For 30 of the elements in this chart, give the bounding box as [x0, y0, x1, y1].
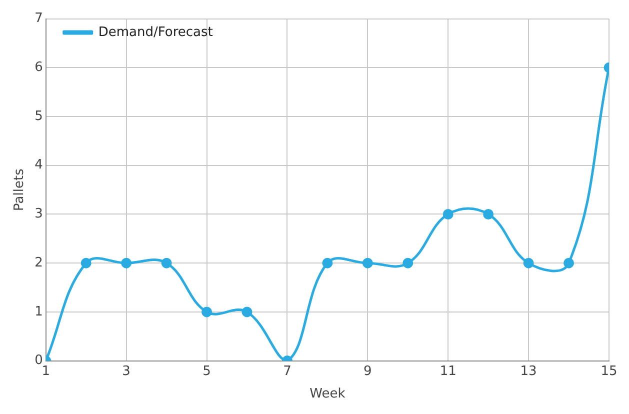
point: [242, 306, 252, 318]
y-tick-label: 0: [34, 353, 43, 368]
x-tick-label: 7: [283, 364, 292, 379]
y-tick-label: 1: [34, 304, 43, 320]
point: [80, 258, 92, 268]
y-axis-title: Pallets: [12, 168, 28, 211]
y-tick-label: 6: [34, 60, 43, 76]
y-tick-label: 5: [34, 108, 43, 124]
point: [121, 258, 132, 268]
y-tick-label: 2: [34, 255, 43, 270]
x-tick-label: 3: [122, 364, 130, 379]
x-axis-title: Week: [310, 386, 346, 402]
point: [161, 258, 172, 268]
point: [402, 258, 414, 268]
x-tick-label: 9: [364, 364, 372, 379]
x-tick-label: 15: [600, 364, 618, 379]
y-tick-label: 4: [34, 158, 43, 173]
point: [202, 306, 212, 318]
y-tick-label: 7: [34, 11, 43, 26]
point: [362, 258, 373, 268]
point: [483, 208, 494, 220]
point: [442, 208, 454, 220]
x-tick-label: 13: [520, 364, 537, 379]
point: [523, 258, 534, 268]
y-tick-label: 3: [34, 206, 43, 222]
x-tick-label: 5: [202, 364, 211, 379]
x-tick-label: 11: [440, 364, 456, 379]
point: [564, 258, 574, 268]
point: [322, 258, 333, 268]
legend-label: Demand/Forecast: [98, 24, 213, 40]
